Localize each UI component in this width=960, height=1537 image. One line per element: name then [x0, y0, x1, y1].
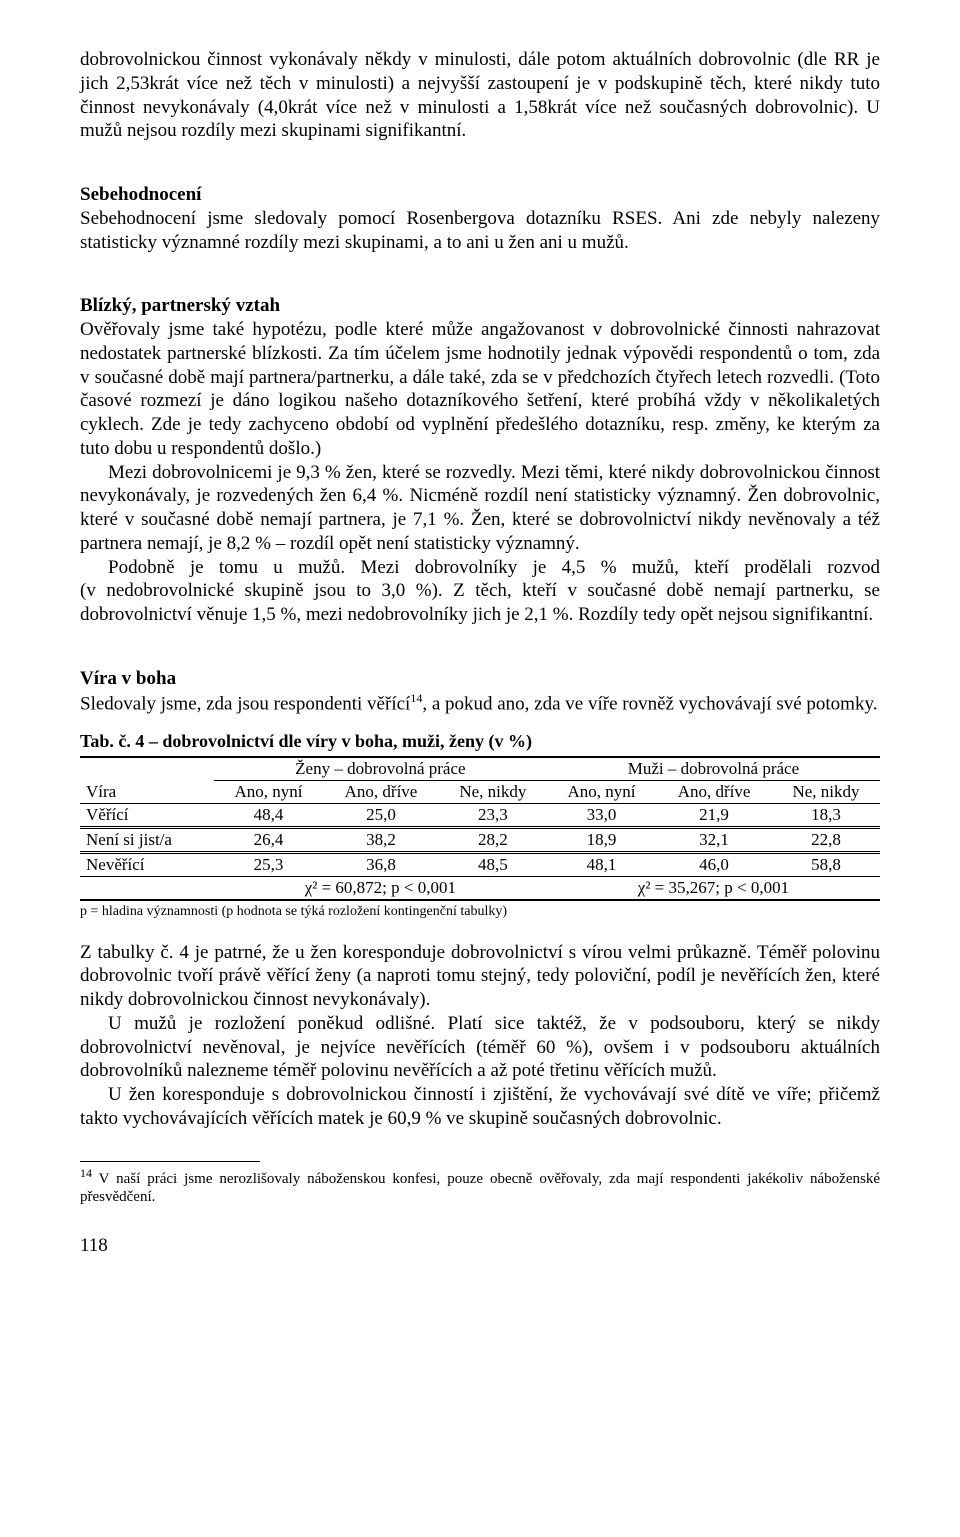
section-title-partner: Blízký, partnerský vztah	[80, 294, 880, 318]
table-cell: 28,2	[439, 828, 547, 853]
table-cell: 32,1	[656, 828, 772, 853]
table-row: Věřící 48,4 25,0 23,3 33,0 21,9 18,3	[80, 804, 880, 828]
footnote-text: V naší práci jsme nerozlišovaly nábožens…	[80, 1171, 880, 1205]
table-col-0: Ano, nyní	[214, 781, 323, 804]
table-row-label: Věřící	[80, 804, 214, 828]
table-cell: 18,9	[547, 828, 656, 853]
table-cell: 58,8	[772, 853, 880, 877]
after-table-p1: Z tabulky č. 4 je patrné, že u žen kores…	[80, 941, 880, 1012]
table-col-2: Ne, nikdy	[439, 781, 547, 804]
table-cell: 22,8	[772, 828, 880, 853]
footnote-ref-14: 14	[410, 691, 422, 705]
table-caption: Tab. č. 4 – dobrovolnictví dle víry v bo…	[80, 730, 880, 753]
section-title-sebehodnoceni: Sebehodnocení	[80, 183, 880, 207]
table-chi-row: χ² = 60,872; p < 0,001 χ² = 35,267; p < …	[80, 877, 880, 901]
partner-p1: Ověřovaly jsme také hypotézu, podle kter…	[80, 318, 880, 461]
table-cell: 18,3	[772, 804, 880, 828]
sebehodnoceni-text: Sebehodnocení jsme sledovaly pomocí Rose…	[80, 207, 880, 255]
table-chi-men: χ² = 35,267; p < 0,001	[547, 877, 880, 901]
table-note: p = hladina významnosti (p hodnota se tý…	[80, 903, 880, 921]
table-col-3: Ano, nyní	[547, 781, 656, 804]
table-cell: 25,3	[214, 853, 323, 877]
table-row-label: Není si jist/a	[80, 828, 214, 853]
table-col-5: Ne, nikdy	[772, 781, 880, 804]
table-row-header: Víra	[80, 781, 214, 804]
table-col-4: Ano, dříve	[656, 781, 772, 804]
table-group-women: Ženy – dobrovolná práce	[214, 757, 547, 781]
table-corner	[80, 757, 214, 781]
intro-paragraph: dobrovolnickou činnost vykonávaly někdy …	[80, 48, 880, 143]
table-cell: 48,5	[439, 853, 547, 877]
table-col-1: Ano, dříve	[323, 781, 439, 804]
after-table-p3: U žen koresponduje s dobrovolnickou činn…	[80, 1083, 880, 1131]
footnote-mark: 14	[80, 1166, 92, 1180]
section-title-faith: Víra v boha	[80, 667, 880, 691]
faith-text-a: Sledovaly jsme, zda jsou respondenti věř…	[80, 693, 410, 714]
table-chi-women: χ² = 60,872; p < 0,001	[214, 877, 547, 901]
table-cell: 36,8	[323, 853, 439, 877]
faith-table: Ženy – dobrovolná práce Muži – dobrovoln…	[80, 756, 880, 901]
page-number: 118	[80, 1234, 880, 1258]
table-cell: 48,1	[547, 853, 656, 877]
table-row: Nevěřící 25,3 36,8 48,5 48,1 46,0 58,8	[80, 853, 880, 877]
page-container: dobrovolnickou činnost vykonávaly někdy …	[0, 0, 960, 1305]
table-group-men: Muži – dobrovolná práce	[547, 757, 880, 781]
table-cell: 25,0	[323, 804, 439, 828]
table-cell: 26,4	[214, 828, 323, 853]
partner-p2: Mezi dobrovolnicemi je 9,3 % žen, které …	[80, 461, 880, 556]
table-cell: 23,3	[439, 804, 547, 828]
footnote-14: 14 V naší práci jsme nerozlišovaly nábož…	[80, 1166, 880, 1206]
faith-text-b: , a pokud ano, zda ve víře rovněž vychov…	[422, 693, 877, 714]
faith-text: Sledovaly jsme, zda jsou respondenti věř…	[80, 691, 880, 716]
table-cell: 21,9	[656, 804, 772, 828]
table-cell: 46,0	[656, 853, 772, 877]
table-row-label: Nevěřící	[80, 853, 214, 877]
table-row: Není si jist/a 26,4 38,2 28,2 18,9 32,1 …	[80, 828, 880, 853]
after-table-p2: U mužů je rozložení poněkud odlišné. Pla…	[80, 1012, 880, 1083]
table-cell: 33,0	[547, 804, 656, 828]
partner-p3: Podobně je tomu u mužů. Mezi dobrovolník…	[80, 556, 880, 627]
table-cell: 48,4	[214, 804, 323, 828]
footnote-separator	[80, 1161, 260, 1162]
table-cell: 38,2	[323, 828, 439, 853]
